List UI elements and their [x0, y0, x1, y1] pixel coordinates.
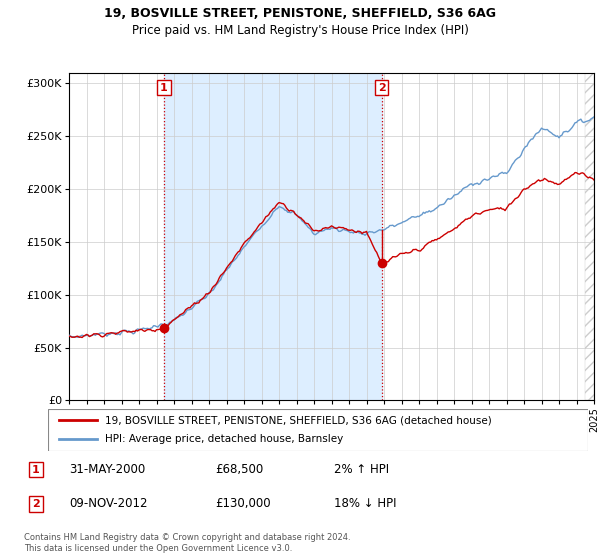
Text: £130,000: £130,000	[215, 497, 271, 510]
Text: 1: 1	[160, 82, 168, 92]
Text: 2: 2	[32, 499, 40, 509]
Text: 2% ↑ HPI: 2% ↑ HPI	[334, 463, 389, 476]
Text: 09-NOV-2012: 09-NOV-2012	[69, 497, 147, 510]
Text: Contains HM Land Registry data © Crown copyright and database right 2024.
This d: Contains HM Land Registry data © Crown c…	[24, 533, 350, 553]
Text: 31-MAY-2000: 31-MAY-2000	[69, 463, 145, 476]
Bar	[164, 73, 382, 400]
Text: £68,500: £68,500	[215, 463, 263, 476]
Bar	[585, 73, 594, 400]
Text: 18% ↓ HPI: 18% ↓ HPI	[334, 497, 397, 510]
Text: 2: 2	[377, 82, 385, 92]
Text: 1: 1	[32, 465, 40, 475]
Text: 19, BOSVILLE STREET, PENISTONE, SHEFFIELD, S36 6AG: 19, BOSVILLE STREET, PENISTONE, SHEFFIEL…	[104, 7, 496, 20]
Bar	[585, 73, 594, 400]
Text: 19, BOSVILLE STREET, PENISTONE, SHEFFIELD, S36 6AG (detached house): 19, BOSVILLE STREET, PENISTONE, SHEFFIEL…	[104, 415, 491, 425]
Text: HPI: Average price, detached house, Barnsley: HPI: Average price, detached house, Barn…	[104, 435, 343, 445]
Text: Price paid vs. HM Land Registry's House Price Index (HPI): Price paid vs. HM Land Registry's House …	[131, 24, 469, 36]
